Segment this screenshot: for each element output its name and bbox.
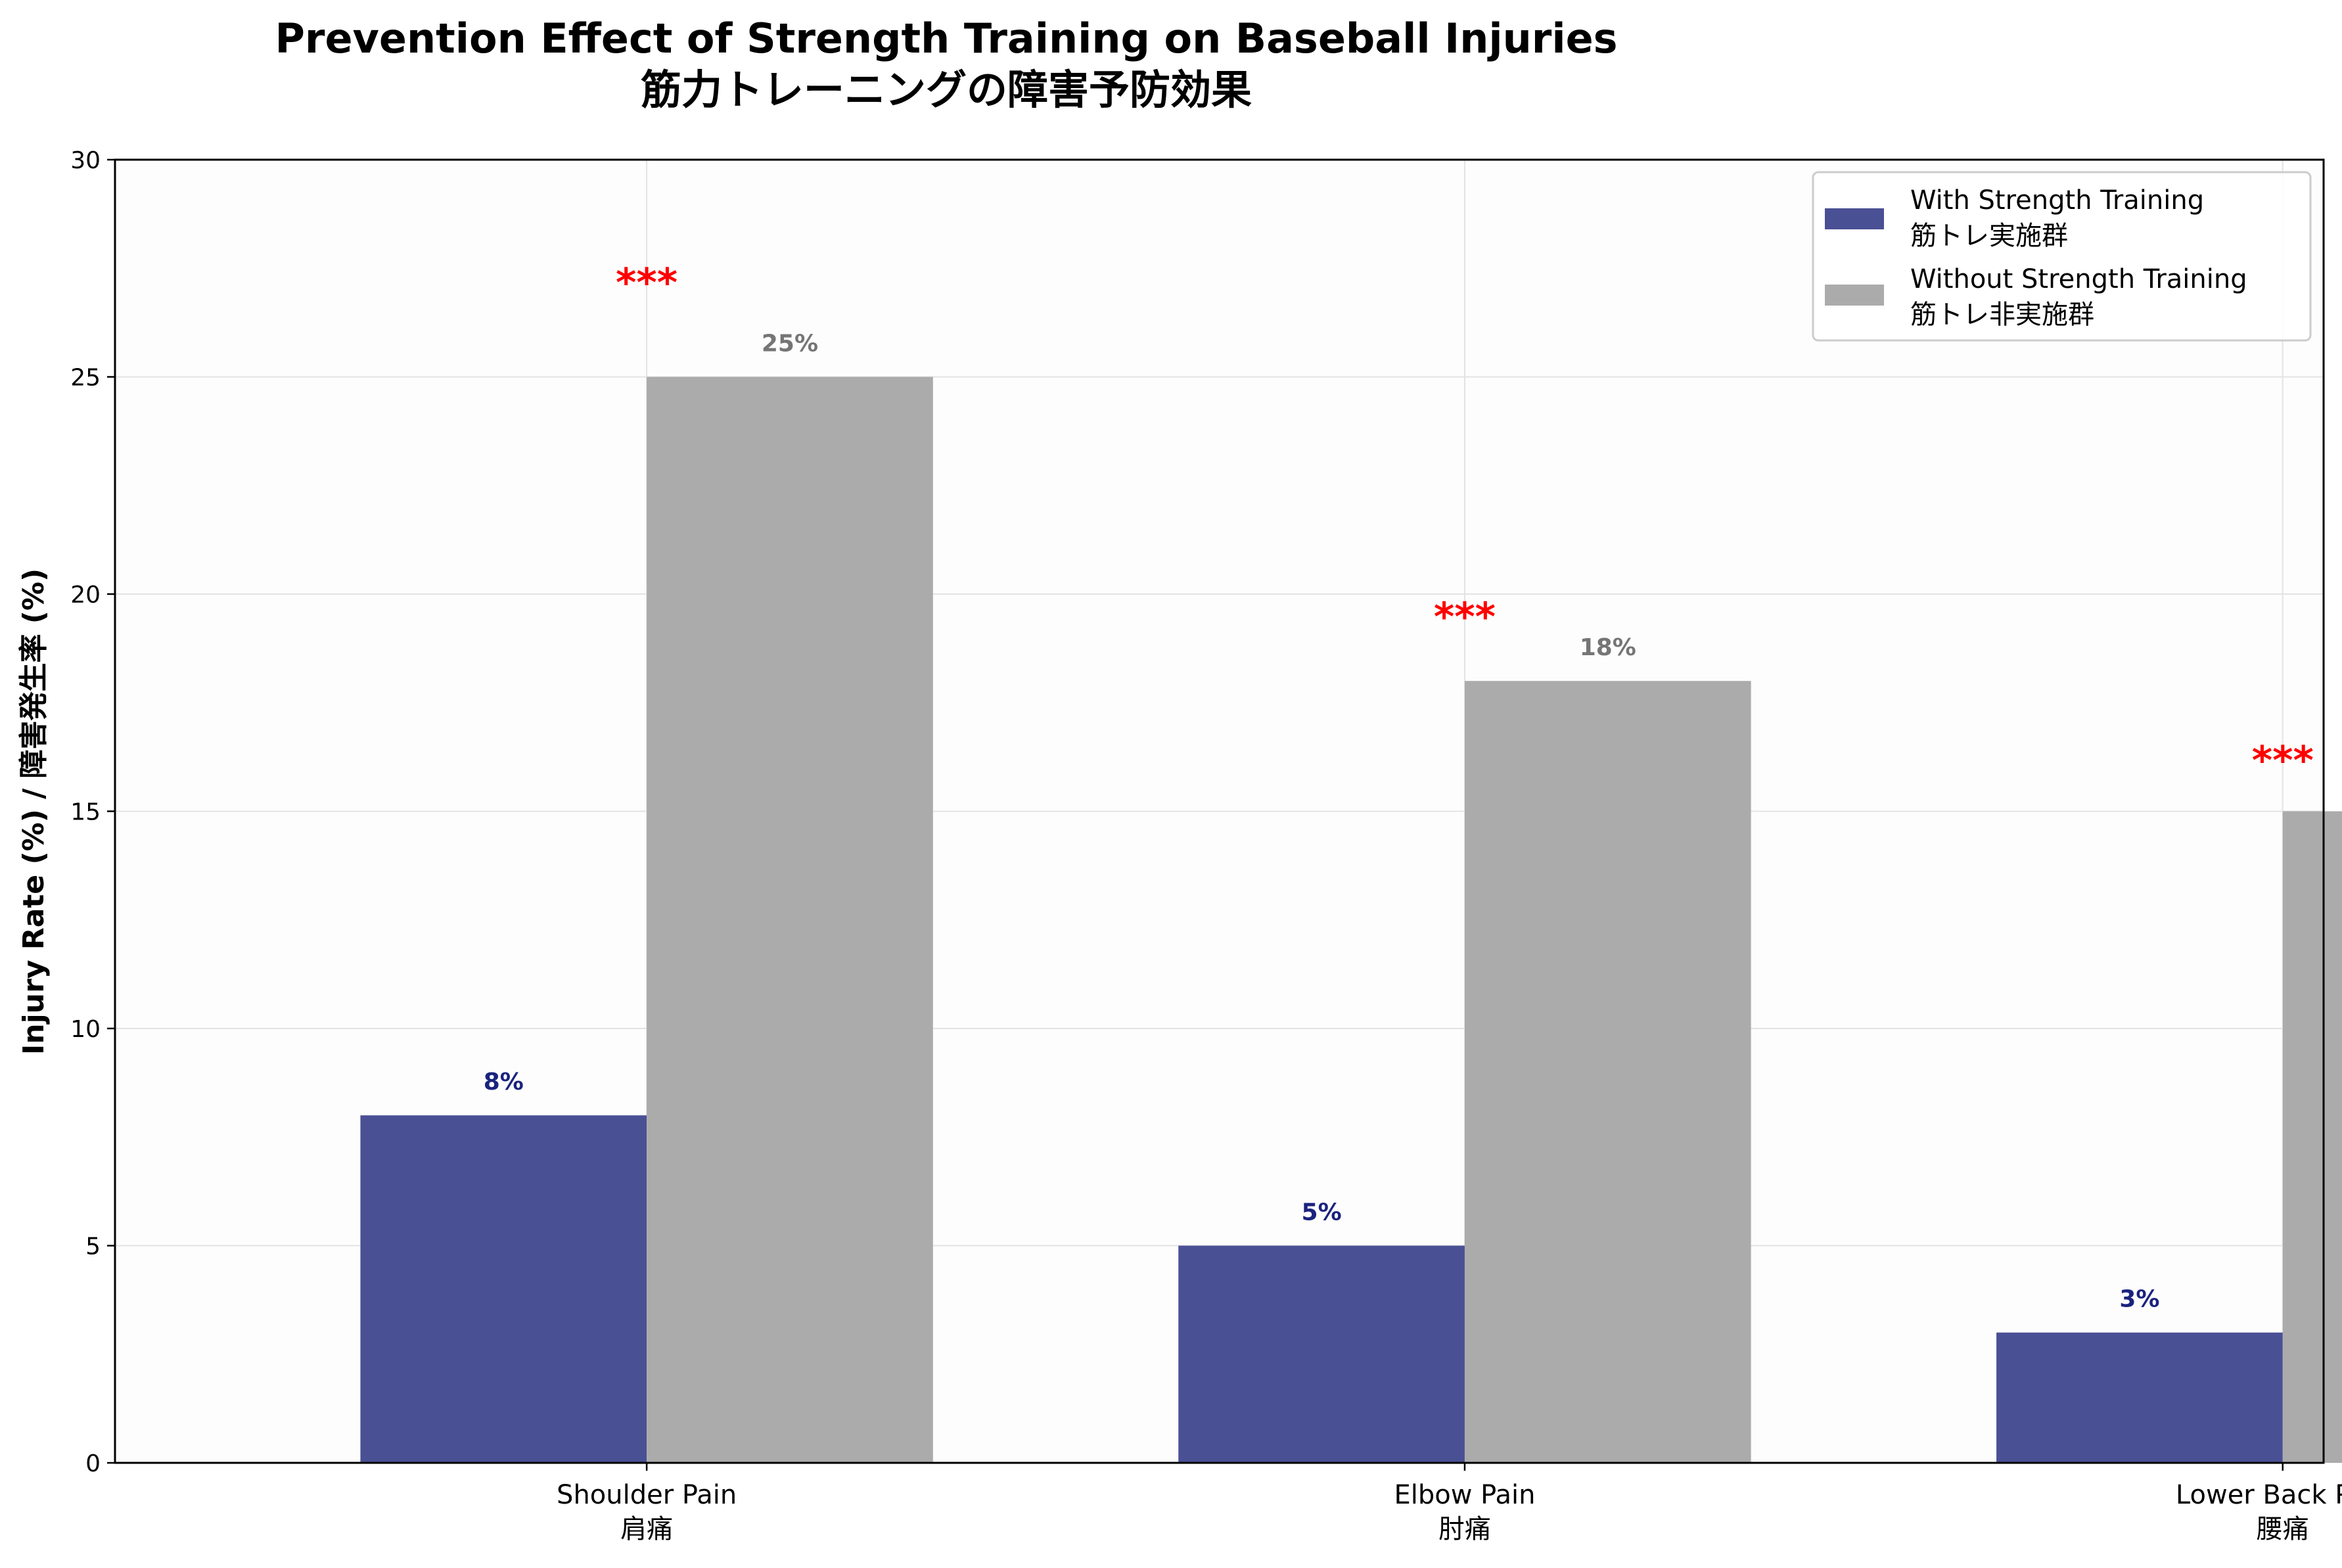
- x-tick-label-jp: 腰痛: [2257, 1514, 2309, 1544]
- x-tick-label: Shoulder Pain: [557, 1480, 737, 1510]
- significance-marker: ***: [2252, 737, 2314, 783]
- legend-label-with-training-jp: 筋トレ実施群: [1910, 221, 2068, 251]
- y-tick-label: 10: [70, 1016, 101, 1043]
- bar-without-training: [1464, 681, 1751, 1463]
- x-tick-label-jp: 肩痛: [620, 1514, 673, 1544]
- bar-value-label: 18%: [1580, 634, 1636, 661]
- y-tick-label: 30: [70, 147, 101, 174]
- legend-frame: [1812, 171, 2312, 342]
- y-axis-title: Injury Rate (%) / 障害発生率 (%): [17, 568, 51, 1055]
- y-tick-label: 5: [85, 1234, 101, 1260]
- y-tick-label: 25: [70, 365, 101, 392]
- significance-marker: ***: [1434, 594, 1496, 640]
- chart-title-jp: 筋力トレーニングの障害予防効果: [641, 66, 1252, 114]
- x-tick-label: Elbow Pain: [1394, 1480, 1535, 1510]
- data-labels: 8%25%***5%18%***3%15%***: [484, 260, 2314, 1313]
- legend-swatch-without-training: [1825, 285, 1884, 306]
- significance-marker: ***: [616, 260, 677, 306]
- bar-without-training: [647, 377, 933, 1463]
- legend-label-without-training: Without Strength Training: [1910, 264, 2247, 294]
- y-tick-label: 15: [70, 799, 101, 826]
- bar-value-label: 8%: [484, 1069, 524, 1095]
- bar-with-training: [1996, 1332, 2283, 1463]
- bar-value-label: 5%: [1302, 1199, 1342, 1226]
- legend-label-with-training: With Strength Training: [1910, 185, 2204, 216]
- bars: [360, 377, 2342, 1463]
- bar-without-training: [2282, 811, 2342, 1463]
- legend-swatch-with-training: [1825, 208, 1884, 229]
- y-tick-label: 0: [85, 1450, 101, 1477]
- bar-with-training: [360, 1115, 647, 1463]
- legend-label-without-training-jp: 筋トレ非実施群: [1910, 300, 2094, 330]
- x-tick-label-jp: 肘痛: [1438, 1514, 1491, 1544]
- axis-ticks: 0 5 10 15 20 25 30 Shoulder Pain 肩痛 Elbow Pain 肘痛 L…: [70, 147, 2342, 1544]
- y-tick-label: 20: [70, 582, 101, 609]
- legend: With Strength Training 筋トレ実施群 Without St…: [1812, 171, 2312, 342]
- x-tick-label: Lower Back Pain: [2176, 1480, 2342, 1510]
- chart-title: Prevention Effect of Strength Training o…: [275, 14, 1617, 62]
- bar-value-label: 25%: [762, 330, 818, 357]
- bar-with-training: [1178, 1245, 1465, 1463]
- bar-value-label: 3%: [2119, 1286, 2159, 1313]
